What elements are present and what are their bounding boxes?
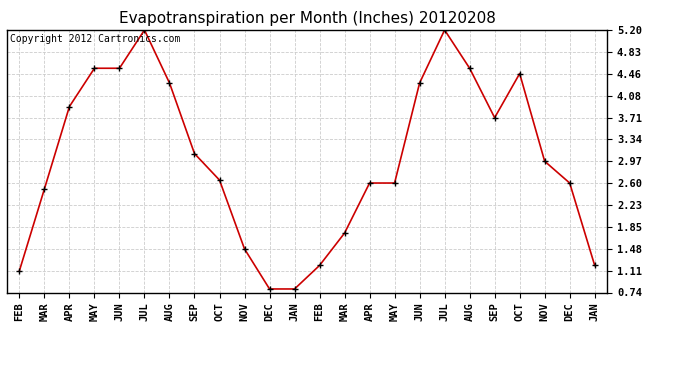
Title: Evapotranspiration per Month (Inches) 20120208: Evapotranspiration per Month (Inches) 20…	[119, 11, 495, 26]
Text: Copyright 2012 Cartronics.com: Copyright 2012 Cartronics.com	[10, 34, 180, 44]
